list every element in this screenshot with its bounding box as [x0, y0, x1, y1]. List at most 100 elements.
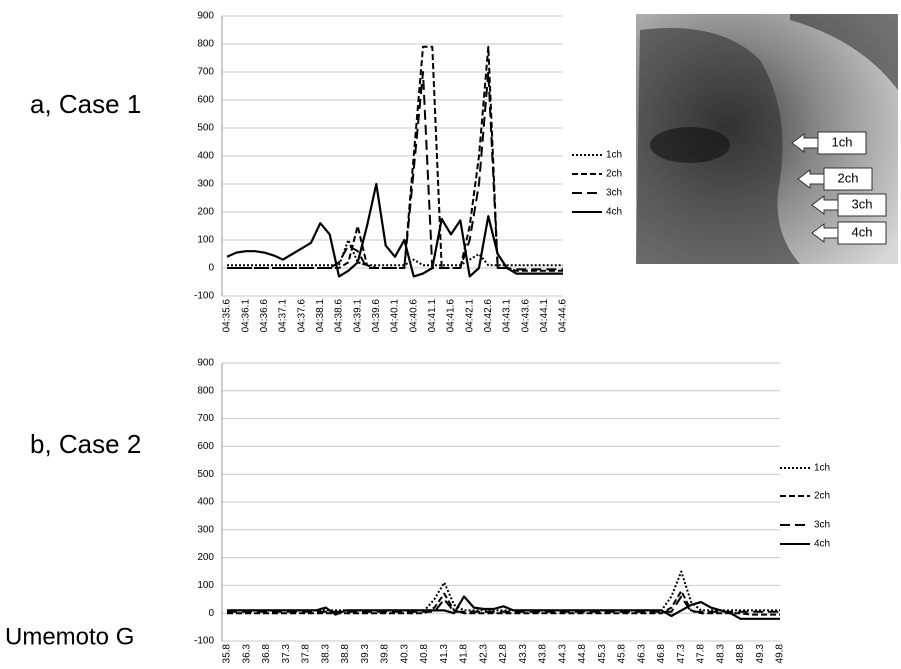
x-tick-label: 22:36.8 [261, 644, 272, 664]
callout-box [837, 193, 887, 217]
y-tick-label: 100 [197, 235, 214, 246]
y-tick-label: 800 [197, 385, 214, 396]
x-tick-label: 04:41.6 [446, 299, 457, 333]
panel-title: a, Case 1 [30, 89, 141, 119]
y-tick-label: 600 [197, 441, 214, 452]
x-tick-label: 22:44.3 [557, 644, 568, 664]
legend-label: 3ch [814, 520, 830, 531]
x-tick-label: 04:37.6 [296, 299, 307, 333]
series-line [227, 595, 780, 620]
x-tick-label: 04:44.6 [558, 299, 569, 333]
x-tick-label: 04:41.1 [427, 299, 438, 333]
y-tick-label: -100 [194, 291, 214, 302]
x-tick-label: 22:43.3 [518, 644, 529, 664]
callout-arrow [811, 195, 839, 215]
x-tick-label: 04:35.6 [222, 299, 233, 333]
callout-arrow [811, 223, 839, 243]
y-tick-label: 500 [197, 123, 214, 134]
callout-label: 4ch [852, 224, 873, 239]
y-tick-label: 400 [197, 497, 214, 508]
panel-title: b, Case 2 [30, 429, 141, 459]
series-line [227, 570, 780, 612]
x-tick-label: 22:48.8 [735, 644, 746, 664]
x-tick-label: 04:44.1 [539, 299, 550, 333]
legend-label: 1ch [814, 463, 830, 474]
y-tick-label: 300 [197, 524, 214, 535]
legend-label: 4ch [606, 207, 622, 218]
x-tick-label: 04:42.6 [483, 299, 494, 333]
y-tick-label: 0 [208, 263, 214, 274]
x-tick-label: 22:47.8 [696, 644, 707, 664]
x-tick-label: 22:40.8 [419, 644, 430, 664]
x-tick-label: 22:39.8 [380, 644, 391, 664]
series-line [226, 182, 563, 278]
x-tick-label: 22:42.3 [478, 644, 489, 664]
credit: Umemoto G [5, 623, 134, 650]
x-tick-label: 22:41.3 [439, 644, 450, 664]
x-tick-label: 22:41.8 [459, 644, 470, 664]
x-tick-label: 04:37.1 [278, 299, 289, 333]
callout-arrow [791, 133, 819, 153]
legend-label: 4ch [814, 539, 830, 550]
callout-label: 3ch [852, 196, 873, 211]
callout-box [823, 167, 873, 191]
series-line [227, 590, 780, 616]
y-tick-label: 900 [197, 358, 214, 369]
callout-box [837, 221, 887, 245]
x-tick-label: 22:38.3 [320, 644, 331, 664]
x-tick-label: 04:39.6 [371, 299, 382, 333]
x-tick-label: 22:37.3 [281, 644, 292, 664]
x-tick-label: 04:38.6 [334, 299, 345, 333]
y-tick-label: 0 [208, 608, 214, 619]
x-tick-label: 22:43.8 [538, 644, 549, 664]
x-tick-label: 04:40.6 [408, 299, 419, 333]
x-tick-label: 22:39.3 [360, 644, 371, 664]
callout-label: 2ch [838, 170, 859, 185]
y-tick-label: 600 [197, 95, 214, 106]
x-tick-label: 22:47.3 [676, 644, 687, 664]
legend-label: 3ch [606, 188, 622, 199]
y-tick-label: 700 [197, 67, 214, 78]
y-tick-label: 700 [197, 413, 214, 424]
legend-label: 1ch [606, 150, 622, 161]
y-tick-label: 200 [197, 207, 214, 218]
y-tick-label: 100 [197, 580, 214, 591]
y-tick-label: 500 [197, 469, 214, 480]
x-tick-label: 22:45.8 [617, 644, 628, 664]
x-tick-label: 04:38.1 [315, 299, 326, 333]
x-tick-label: 04:36.1 [240, 299, 251, 333]
x-tick-label: 04:36.6 [259, 299, 270, 333]
legend-label: 2ch [814, 491, 830, 502]
x-tick-label: 04:43.1 [502, 299, 513, 333]
callout-label: 1ch [832, 134, 853, 149]
series-line [227, 239, 563, 267]
x-tick-label: 22:46.8 [656, 644, 667, 664]
y-tick-label: 200 [197, 552, 214, 563]
y-tick-label: 300 [197, 179, 214, 190]
x-tick-label: 22:46.3 [636, 644, 647, 664]
y-tick-label: 800 [197, 39, 214, 50]
x-tick-label: 22:48.3 [715, 644, 726, 664]
x-tick-label: 22:44.8 [577, 644, 588, 664]
x-tick-label: 22:49.3 [755, 644, 766, 664]
x-tick-label: 04:39.1 [352, 299, 363, 333]
x-tick-label: 22:36.3 [241, 644, 252, 664]
x-tick-label: 22:40.3 [399, 644, 410, 664]
callout-arrow [797, 169, 825, 189]
y-tick-label: 400 [197, 151, 214, 162]
x-tick-label: 04:42.1 [464, 299, 475, 333]
x-tick-label: 04:40.1 [390, 299, 401, 333]
x-tick-label: 22:38.8 [340, 644, 351, 664]
x-tick-label: 04:43.6 [520, 299, 531, 333]
y-tick-label: -100 [194, 636, 214, 647]
series-line [227, 45, 563, 272]
x-tick-label: 22:37.8 [301, 644, 312, 664]
x-tick-label: 22:35.8 [222, 644, 233, 664]
y-tick-label: 900 [197, 11, 214, 22]
x-tick-label: 22:45.3 [597, 644, 608, 664]
legend-label: 2ch [606, 169, 622, 180]
x-tick-label: 22:42.8 [498, 644, 509, 664]
callout-box [817, 131, 867, 155]
x-tick-label: 22:49.8 [775, 644, 786, 664]
